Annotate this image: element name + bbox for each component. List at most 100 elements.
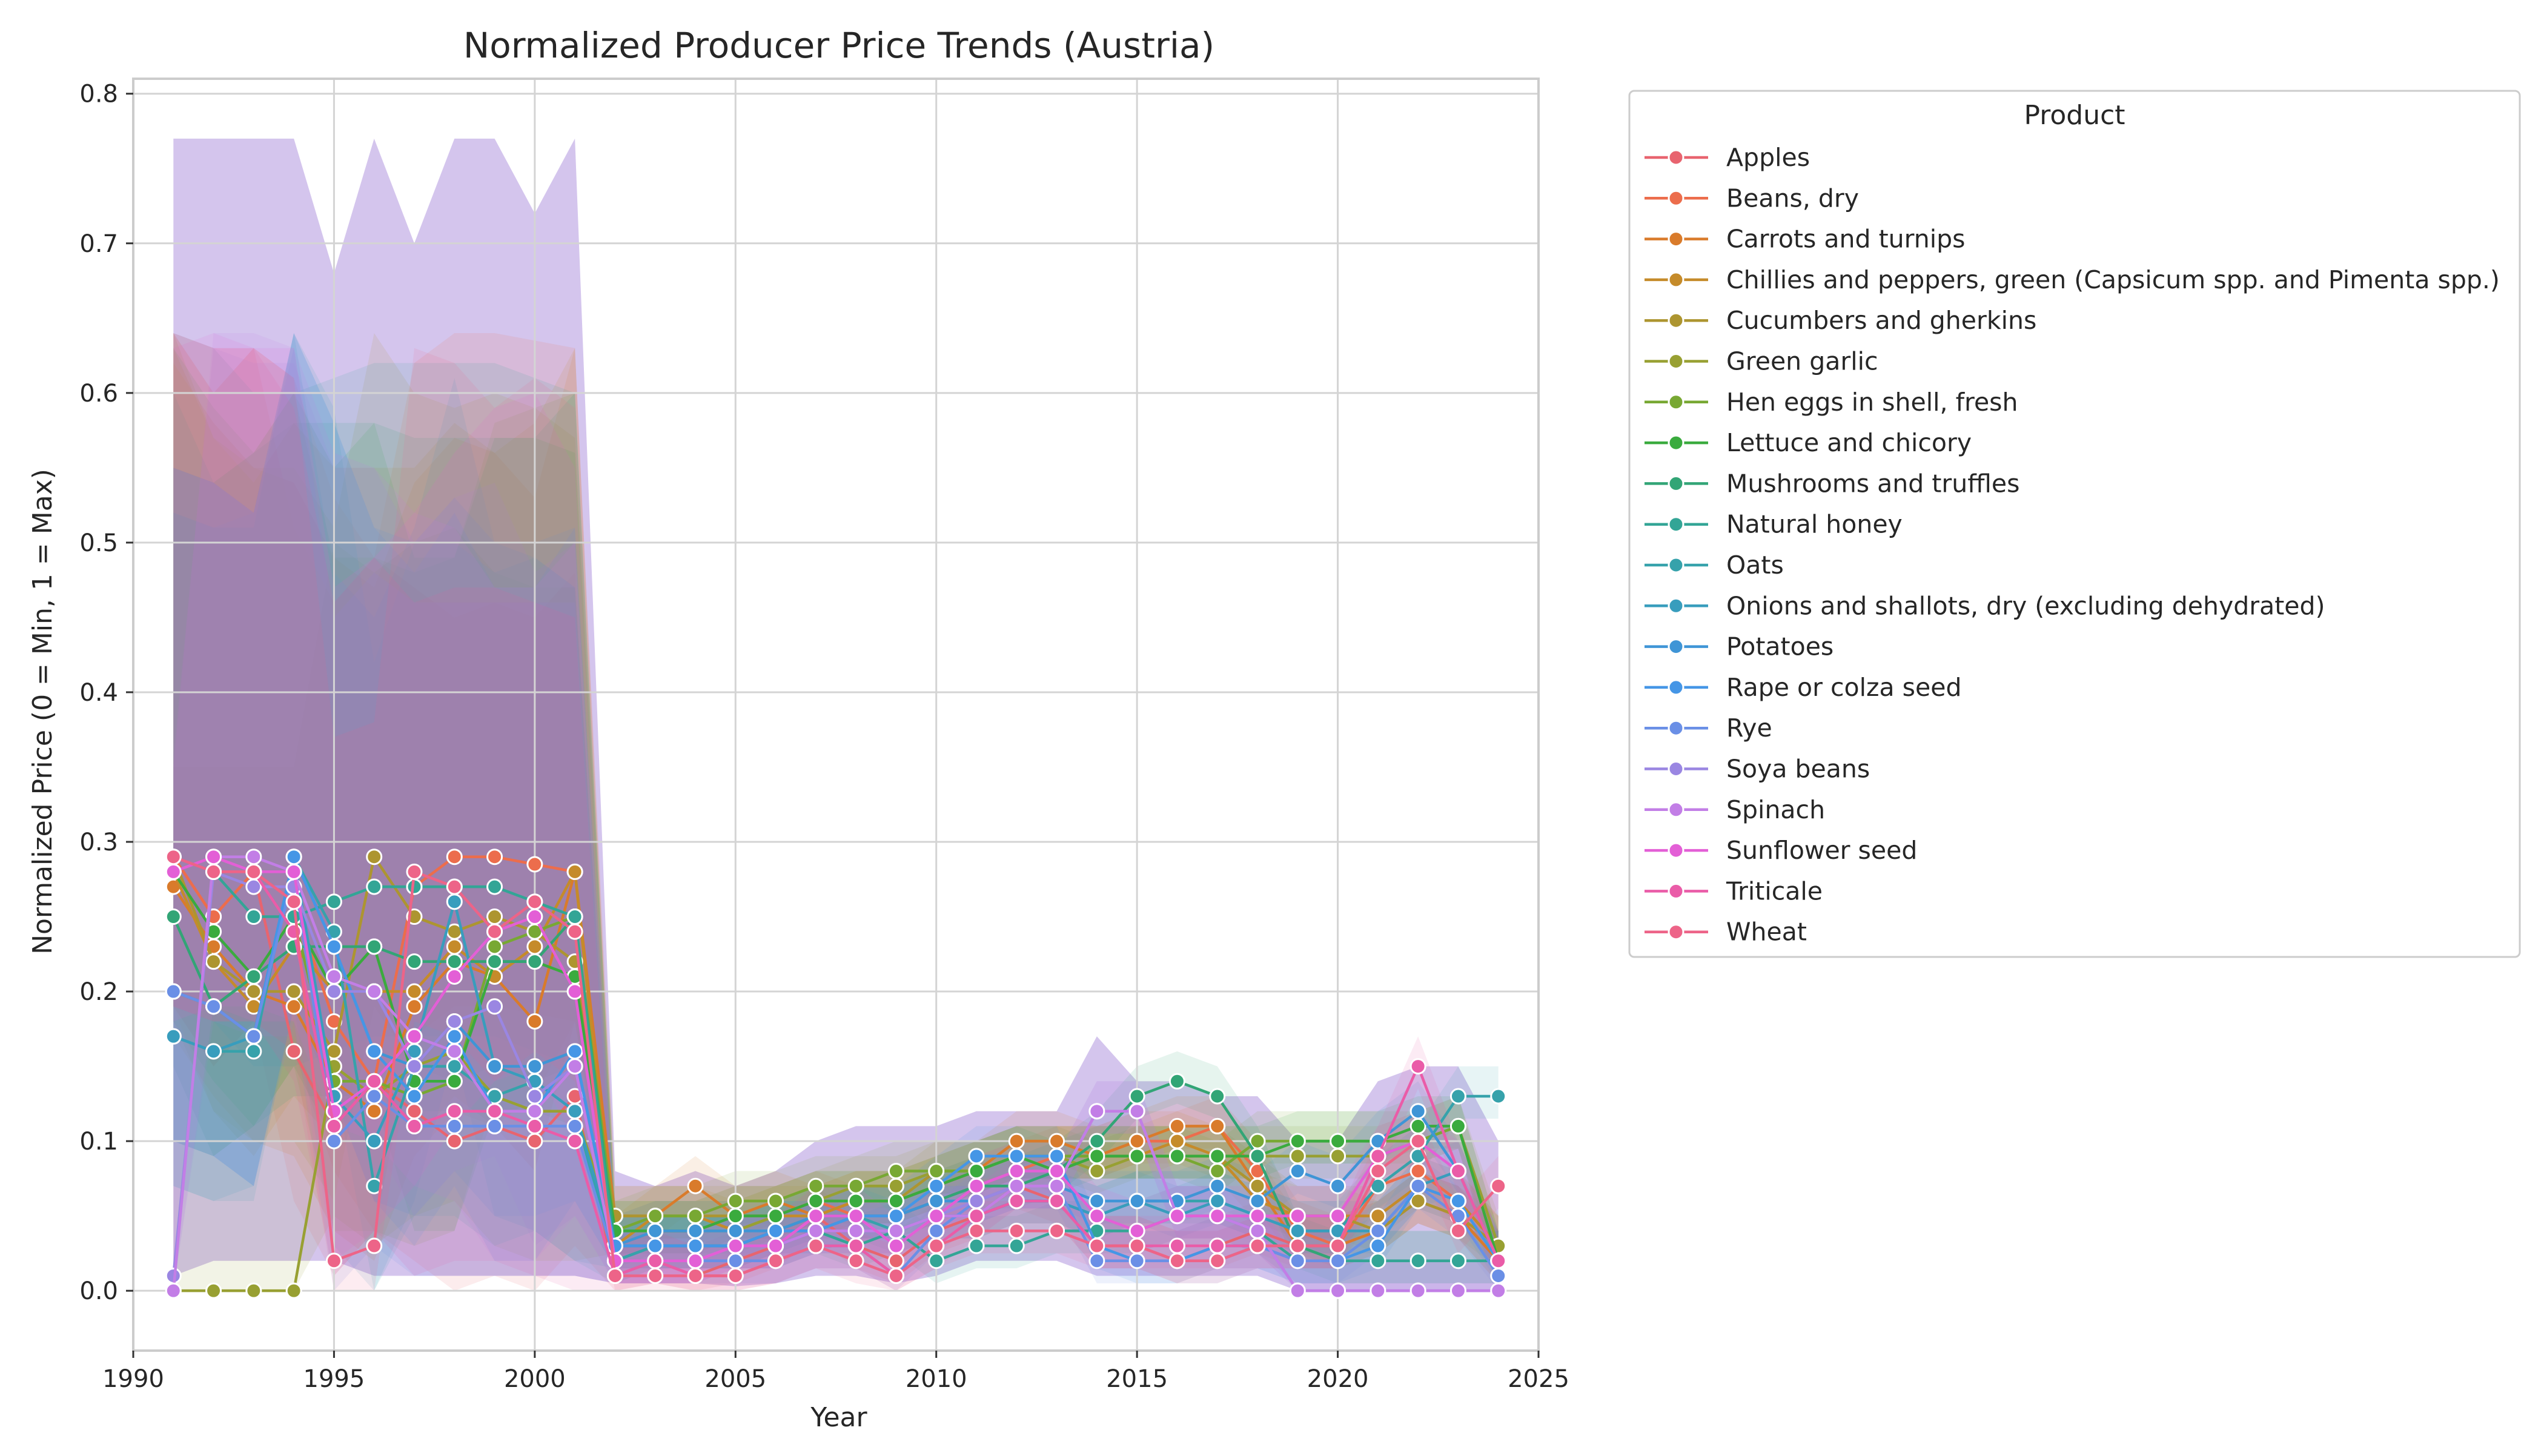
data-point [647, 1237, 664, 1254]
data-point [285, 983, 302, 1000]
data-point [647, 1222, 664, 1239]
data-point [647, 1208, 664, 1225]
data-point [1048, 1222, 1065, 1239]
data-point [406, 863, 423, 880]
data-point [366, 1237, 383, 1254]
data-point [486, 953, 503, 970]
confidence-band [173, 333, 1499, 1291]
data-point [847, 1208, 864, 1225]
data-point [928, 1252, 945, 1269]
plot-frame [132, 78, 1540, 1352]
legend-entry: Natural honey [1726, 510, 1903, 539]
legend-entry: Triticale [1726, 876, 1823, 905]
data-point [446, 1043, 463, 1060]
data-point [1409, 1133, 1426, 1150]
y-axis-label: Normalized Price (0 = Min, 1 = Max) [27, 469, 58, 955]
data-point [205, 1282, 222, 1299]
series-line [172, 855, 1499, 1292]
data-point [245, 849, 262, 865]
y-tick-label: 0.8 [79, 81, 118, 108]
data-point [205, 863, 222, 880]
legend: Product Apples Beans, dry Carrots and turni… [1628, 90, 2521, 958]
data-point [928, 1163, 945, 1180]
data-point [1449, 1252, 1466, 1269]
data-point [1409, 1163, 1426, 1180]
data-point [1370, 1252, 1386, 1269]
data-point [1249, 1237, 1266, 1254]
data-point [968, 1193, 985, 1209]
legend-swatch-marker [1668, 190, 1684, 207]
data-point [406, 953, 423, 970]
data-point [1289, 1148, 1306, 1165]
legend-entry: Apples [1726, 143, 1810, 172]
data-point [1289, 1252, 1306, 1269]
data-point [1088, 1193, 1105, 1209]
data-point [1128, 1088, 1145, 1105]
data-point [727, 1208, 744, 1225]
data-point [1449, 1282, 1466, 1299]
data-point [1249, 1177, 1266, 1194]
data-point [446, 968, 463, 985]
data-point [526, 1117, 543, 1134]
data-point [1330, 1237, 1347, 1254]
legend-entry: Hen eggs in shell, fresh [1726, 388, 2018, 417]
data-point [1128, 1103, 1145, 1120]
data-point [887, 1267, 904, 1284]
data-point [1249, 1208, 1266, 1225]
data-point [1409, 1103, 1426, 1120]
data-point [968, 1237, 985, 1254]
data-point [1409, 1282, 1426, 1299]
data-point [1008, 1177, 1025, 1194]
data-point [1490, 1282, 1507, 1299]
legend-swatch-marker [1668, 231, 1684, 248]
data-point [1008, 1148, 1025, 1165]
data-point [526, 856, 543, 873]
data-point [205, 849, 222, 865]
legend-swatch-marker [1668, 761, 1684, 777]
legend-entry: Spinach [1726, 795, 1825, 824]
y-tick-label: 0.2 [79, 978, 118, 1006]
data-point [205, 953, 222, 970]
data-point [165, 983, 182, 1000]
data-point [285, 1043, 302, 1060]
data-point [1249, 1148, 1266, 1165]
data-point [165, 849, 182, 865]
legend-entry: Lettuce and chicory [1726, 428, 1972, 457]
data-point [1168, 1073, 1185, 1090]
data-point [446, 849, 463, 865]
confidence-band [173, 333, 1499, 1291]
confidence-band [173, 333, 1499, 1291]
series-line [172, 867, 1500, 1249]
data-point [887, 1163, 904, 1180]
series-line [173, 1050, 1500, 1292]
legend-entry: Carrots and turnips [1726, 225, 1966, 254]
data-point [325, 893, 342, 910]
data-point [366, 878, 383, 895]
legend-title: Product [2024, 100, 2125, 131]
legend-swatch-marker [1668, 557, 1684, 574]
data-point [1370, 1163, 1386, 1180]
data-point [1490, 1267, 1507, 1284]
data-point [1330, 1282, 1347, 1299]
legend-swatch-marker [1668, 679, 1684, 696]
data-point [446, 1073, 463, 1090]
data-point [1289, 1237, 1306, 1254]
data-point [606, 1267, 623, 1284]
data-point [526, 1133, 543, 1150]
data-point [1008, 1237, 1025, 1254]
data-point [325, 968, 342, 985]
data-point [767, 1222, 784, 1239]
data-point [446, 1117, 463, 1134]
legend-swatch-marker [1668, 149, 1684, 166]
legend-swatch-marker [1668, 312, 1684, 329]
data-point [1449, 1088, 1466, 1105]
confidence-band [173, 392, 1499, 1283]
data-point [807, 1222, 824, 1239]
data-point [1209, 1193, 1226, 1209]
data-point [1088, 1252, 1105, 1269]
data-point [566, 863, 583, 880]
legend-swatch-marker [1668, 842, 1684, 859]
legend-swatch-marker [1668, 353, 1684, 369]
y-tick-label: 0.5 [79, 529, 118, 557]
data-point [807, 1177, 824, 1194]
